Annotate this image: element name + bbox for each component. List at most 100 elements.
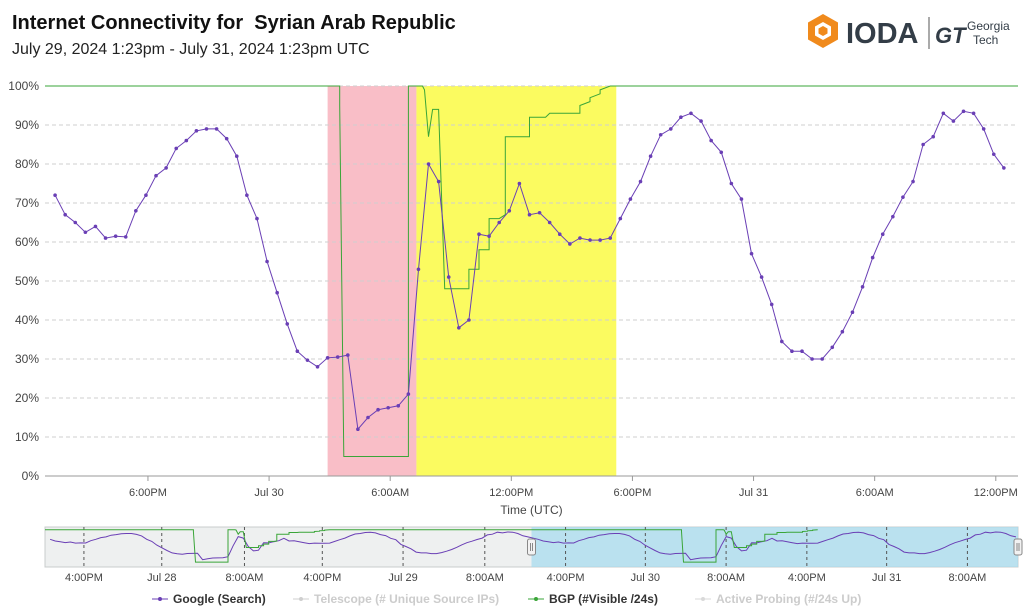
- google-data-point[interactable]: [891, 214, 895, 219]
- google-data-point[interactable]: [305, 358, 310, 362]
- google-data-point[interactable]: [436, 179, 441, 184]
- google-data-point[interactable]: [870, 255, 875, 260]
- google-data-point[interactable]: [53, 193, 57, 197]
- google-data-point[interactable]: [255, 216, 259, 221]
- google-data-point[interactable]: [557, 232, 562, 236]
- google-data-point[interactable]: [729, 181, 734, 186]
- google-data-point[interactable]: [568, 242, 572, 246]
- legend-item[interactable]: BGP (#Visible /24s): [528, 592, 658, 606]
- google-data-point[interactable]: [426, 162, 431, 166]
- google-data-point[interactable]: [991, 152, 996, 157]
- google-data-point[interactable]: [406, 392, 411, 396]
- google-data-point[interactable]: [507, 209, 512, 213]
- google-data-point[interactable]: [658, 132, 663, 137]
- google-data-point[interactable]: [325, 356, 330, 360]
- google-data-point[interactable]: [63, 212, 67, 217]
- google-data-point[interactable]: [1002, 166, 1006, 170]
- google-data-point[interactable]: [618, 216, 623, 221]
- google-data-point[interactable]: [800, 349, 804, 354]
- google-data-point[interactable]: [810, 357, 814, 361]
- google-data-point[interactable]: [154, 173, 158, 178]
- google-data-point[interactable]: [578, 236, 582, 240]
- google-data-point[interactable]: [911, 179, 915, 184]
- legend-item[interactable]: Google (Search): [152, 592, 266, 606]
- google-data-point[interactable]: [265, 259, 269, 264]
- google-data-point[interactable]: [83, 230, 88, 235]
- google-data-point[interactable]: [981, 127, 986, 131]
- google-data-point[interactable]: [517, 181, 522, 186]
- google-data-point[interactable]: [275, 290, 279, 295]
- bgp-series-line[interactable]: [45, 85, 1018, 457]
- overview-left-handle[interactable]: [527, 538, 536, 556]
- google-data-point[interactable]: [134, 209, 138, 213]
- google-data-point[interactable]: [123, 235, 128, 239]
- google-data-point[interactable]: [547, 220, 552, 225]
- google-data-point[interactable]: [588, 238, 592, 242]
- google-data-point[interactable]: [73, 220, 78, 225]
- google-data-point[interactable]: [840, 329, 845, 334]
- google-data-point[interactable]: [537, 210, 542, 215]
- google-data-point[interactable]: [467, 318, 471, 322]
- google-data-point[interactable]: [446, 275, 451, 279]
- google-data-point[interactable]: [759, 275, 764, 279]
- google-data-point[interactable]: [608, 236, 613, 240]
- overview-navigator[interactable]: 4:00PM Jul 28 8:00AM 4:00PM Jul 29 8:00AM 4:00…: [0, 520, 1024, 584]
- google-data-point[interactable]: [820, 357, 824, 361]
- google-data-point[interactable]: [164, 166, 168, 170]
- google-data-point[interactable]: [376, 407, 380, 412]
- google-data-point[interactable]: [850, 310, 855, 314]
- google-data-point[interactable]: [245, 193, 249, 197]
- legend-item[interactable]: Active Probing (#/24s Up): [695, 592, 861, 606]
- google-data-point[interactable]: [931, 134, 936, 139]
- google-data-point[interactable]: [527, 212, 532, 217]
- google-data-point[interactable]: [457, 326, 461, 330]
- google-data-point[interactable]: [941, 111, 946, 116]
- google-data-point[interactable]: [315, 365, 320, 369]
- overview-right-handle[interactable]: [1013, 538, 1023, 556]
- google-data-point[interactable]: [93, 224, 98, 229]
- google-data-point[interactable]: [921, 142, 925, 147]
- ioda-georgia-tech-logo[interactable]: IODA GT Georgia Tech: [806, 12, 1018, 54]
- google-data-point[interactable]: [234, 154, 239, 158]
- google-data-point[interactable]: [416, 267, 421, 272]
- google-data-point[interactable]: [769, 302, 774, 307]
- google-data-point[interactable]: [224, 136, 229, 141]
- google-data-point[interactable]: [477, 232, 481, 236]
- google-data-point[interactable]: [144, 193, 148, 197]
- google-data-point[interactable]: [790, 349, 794, 354]
- google-data-point[interactable]: [396, 404, 401, 408]
- google-data-point[interactable]: [366, 415, 370, 420]
- legend-item[interactable]: Telescope (# Unique Source IPs): [293, 592, 499, 606]
- google-data-point[interactable]: [719, 150, 724, 155]
- google-data-point[interactable]: [689, 111, 693, 116]
- google-data-point[interactable]: [356, 427, 360, 432]
- main-chart[interactable]: 0% 10% 20% 30% 40% 50% 60% 70% 80% 90% 100% 6:00PM J…: [0, 70, 1024, 522]
- google-data-point[interactable]: [638, 179, 643, 184]
- google-data-point[interactable]: [497, 220, 502, 225]
- google-data-point[interactable]: [880, 232, 885, 236]
- google-data-point[interactable]: [901, 195, 905, 199]
- google-data-point[interactable]: [709, 138, 713, 143]
- google-data-point[interactable]: [204, 127, 209, 131]
- google-data-point[interactable]: [628, 197, 633, 201]
- google-data-point[interactable]: [346, 353, 350, 357]
- google-data-point[interactable]: [103, 236, 108, 240]
- google-data-point[interactable]: [295, 349, 300, 354]
- google-data-point[interactable]: [648, 154, 653, 158]
- google-data-point[interactable]: [699, 119, 703, 123]
- google-data-point[interactable]: [487, 234, 491, 238]
- google-data-point[interactable]: [860, 285, 865, 289]
- google-data-point[interactable]: [335, 355, 340, 359]
- google-data-point[interactable]: [194, 129, 199, 133]
- google-data-point[interactable]: [598, 238, 602, 242]
- google-data-point[interactable]: [830, 345, 835, 350]
- google-data-point[interactable]: [668, 127, 673, 131]
- google-data-point[interactable]: [174, 146, 179, 151]
- google-data-point[interactable]: [386, 405, 390, 410]
- google-data-point[interactable]: [739, 197, 744, 201]
- google-data-point[interactable]: [679, 115, 683, 119]
- google-data-point[interactable]: [951, 119, 956, 123]
- google-data-point[interactable]: [285, 322, 290, 326]
- google-data-point[interactable]: [961, 109, 966, 114]
- google-data-point[interactable]: [214, 127, 219, 131]
